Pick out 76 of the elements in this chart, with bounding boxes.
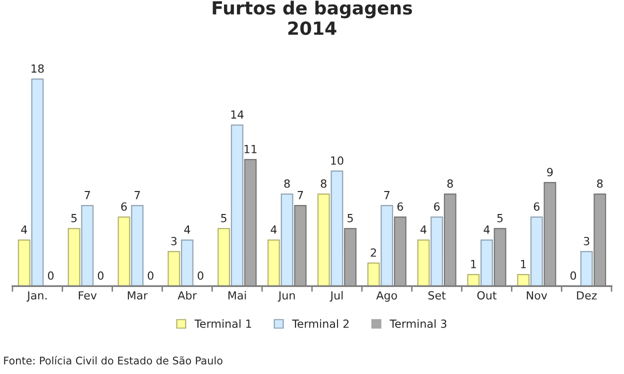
x-tick-label: Mai — [228, 290, 246, 300]
data-label: 8 — [320, 179, 326, 188]
data-label: 7 — [298, 191, 303, 200]
data-label: 6 — [397, 202, 404, 211]
data-label: 9 — [547, 168, 553, 176]
bar — [430, 216, 444, 286]
x-tick-label: Set — [428, 291, 446, 300]
data-label: 14 — [231, 110, 244, 119]
bar — [517, 274, 530, 286]
legend-label: Terminal 2 — [292, 319, 349, 328]
data-label: 18 — [32, 64, 44, 73]
data-label: 4 — [21, 226, 28, 234]
data-label: 5 — [348, 214, 353, 222]
x-tick-label: Jun — [278, 291, 295, 302]
x-tick-label: Nov — [526, 291, 548, 300]
data-label: 5 — [497, 214, 503, 222]
bar — [330, 170, 344, 286]
data-label: 5 — [221, 214, 226, 222]
x-tick-label: Ago — [376, 291, 397, 302]
bar — [68, 228, 80, 286]
x-tick-label: Jan. — [26, 291, 47, 302]
x-tick-label: Dez — [577, 291, 597, 300]
data-label: 1 — [471, 260, 476, 268]
data-label: 4 — [420, 226, 426, 234]
bar — [180, 240, 194, 286]
bar — [530, 216, 543, 286]
data-label: 2 — [370, 248, 376, 257]
bar — [31, 78, 44, 286]
bar — [380, 205, 394, 286]
data-label: 10 — [331, 156, 344, 165]
bar — [18, 240, 30, 286]
bar — [317, 194, 330, 286]
legend-label: Terminal 1 — [194, 319, 252, 328]
data-label: 4 — [484, 226, 490, 234]
bar — [218, 228, 230, 286]
bar — [131, 205, 144, 286]
bar — [417, 240, 430, 286]
data-label: 6 — [434, 202, 440, 211]
bar — [367, 262, 380, 286]
chart-title: Furtos de bagagens 2014 — [212, 0, 412, 36]
x-tick-label: Fev — [78, 291, 97, 300]
bar — [280, 194, 294, 286]
data-label: 7 — [84, 191, 90, 200]
source-note: Fonte: Polícia Civil do Estado de São Paulo — [4, 356, 222, 364]
data-label: 4 — [270, 226, 277, 234]
data-label: 0 — [570, 271, 576, 280]
data-label: 3 — [584, 236, 590, 246]
x-tick-label: Abr — [178, 290, 197, 300]
data-label: 8 — [447, 179, 453, 188]
bar — [81, 205, 94, 286]
bar — [118, 216, 130, 286]
data-label: 0 — [148, 271, 154, 280]
data-label: 0 — [48, 271, 54, 280]
data-label: 1 — [521, 260, 526, 268]
data-label: 8 — [597, 179, 603, 188]
bar — [168, 251, 180, 286]
data-label: 11 — [244, 145, 256, 154]
data-label: 3 — [171, 236, 177, 246]
legend-label: Terminal 3 — [390, 319, 446, 328]
x-tick-label: Mar — [128, 291, 148, 300]
bar — [268, 240, 280, 286]
x-tick-label: Out — [477, 291, 497, 300]
bar — [580, 251, 593, 286]
bar — [230, 124, 244, 286]
data-label: 6 — [121, 202, 127, 211]
x-tick-label: Jul — [330, 290, 343, 302]
data-label: 5 — [71, 214, 77, 222]
data-label: 0 — [198, 271, 204, 280]
data-label: 4 — [184, 226, 190, 234]
bar — [480, 240, 493, 286]
bar — [467, 274, 480, 286]
data-label: 0 — [98, 271, 104, 280]
data-label: 6 — [534, 202, 540, 211]
data-label: 7 — [134, 191, 140, 200]
data-label: 8 — [284, 179, 290, 188]
data-label: 7 — [384, 191, 390, 200]
